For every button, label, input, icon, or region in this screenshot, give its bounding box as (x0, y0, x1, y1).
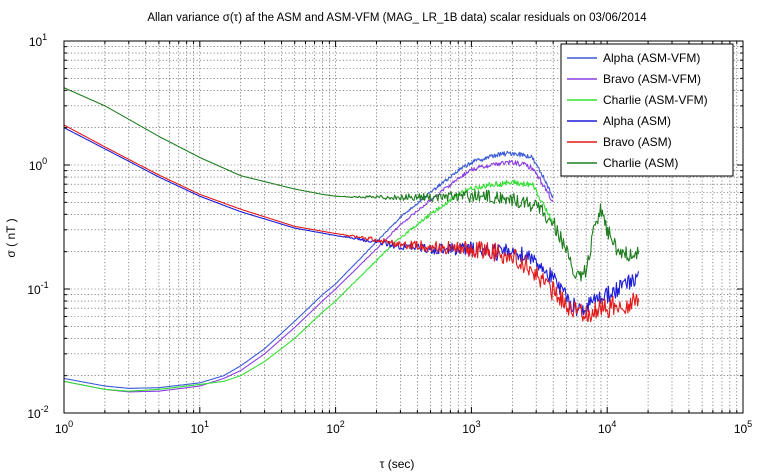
y-tick-label: 10-1 (27, 280, 48, 297)
plot-border (63, 40, 744, 414)
series-line-bravo-asm-vfm (63, 159, 554, 393)
y-tick-label: 10-2 (27, 404, 48, 421)
series-line-alpha-asm (63, 127, 640, 317)
series-line-charlie-asm-vfm (63, 179, 554, 392)
grid-lines (63, 40, 744, 414)
legend-box (560, 43, 734, 177)
legend-label: Charlie (ASM) (603, 156, 678, 170)
x-tick-label: 102 (326, 419, 344, 436)
x-tick-label: 100 (55, 419, 73, 436)
x-tick-label: 103 (462, 419, 480, 436)
y-tick-label: 100 (29, 156, 47, 173)
x-tick-label: 104 (598, 419, 616, 436)
y-tick-label: 101 (29, 32, 47, 49)
legend: Alpha (ASM-VFM) Bravo (ASM-VFM) Charlie (A… (560, 43, 734, 177)
y-axis-label: σ ( nT ) (4, 218, 18, 257)
tick-labels: 100 101 102 103 104 105 10-2 10-1 100 101 (27, 32, 752, 436)
legend-label: Alpha (ASM) (603, 114, 671, 128)
series-line-alpha-asm-vfm (63, 150, 554, 389)
legend-label: Bravo (ASM) (603, 135, 672, 149)
chart-title: Allan variance σ(τ) af the ASM and ASM-V… (147, 12, 647, 24)
series-line-bravo-asm (63, 124, 640, 323)
series-line-charlie-asm (63, 87, 640, 282)
x-tick-label: 105 (734, 419, 752, 436)
legend-label: Bravo (ASM-VFM) (603, 72, 701, 86)
x-tick-label: 101 (191, 419, 209, 436)
x-axis-label: τ (sec) (380, 457, 415, 471)
legend-label: Alpha (ASM-VFM) (603, 51, 700, 65)
legend-label: Charlie (ASM-VFM) (603, 93, 708, 107)
series-lines (63, 87, 640, 393)
